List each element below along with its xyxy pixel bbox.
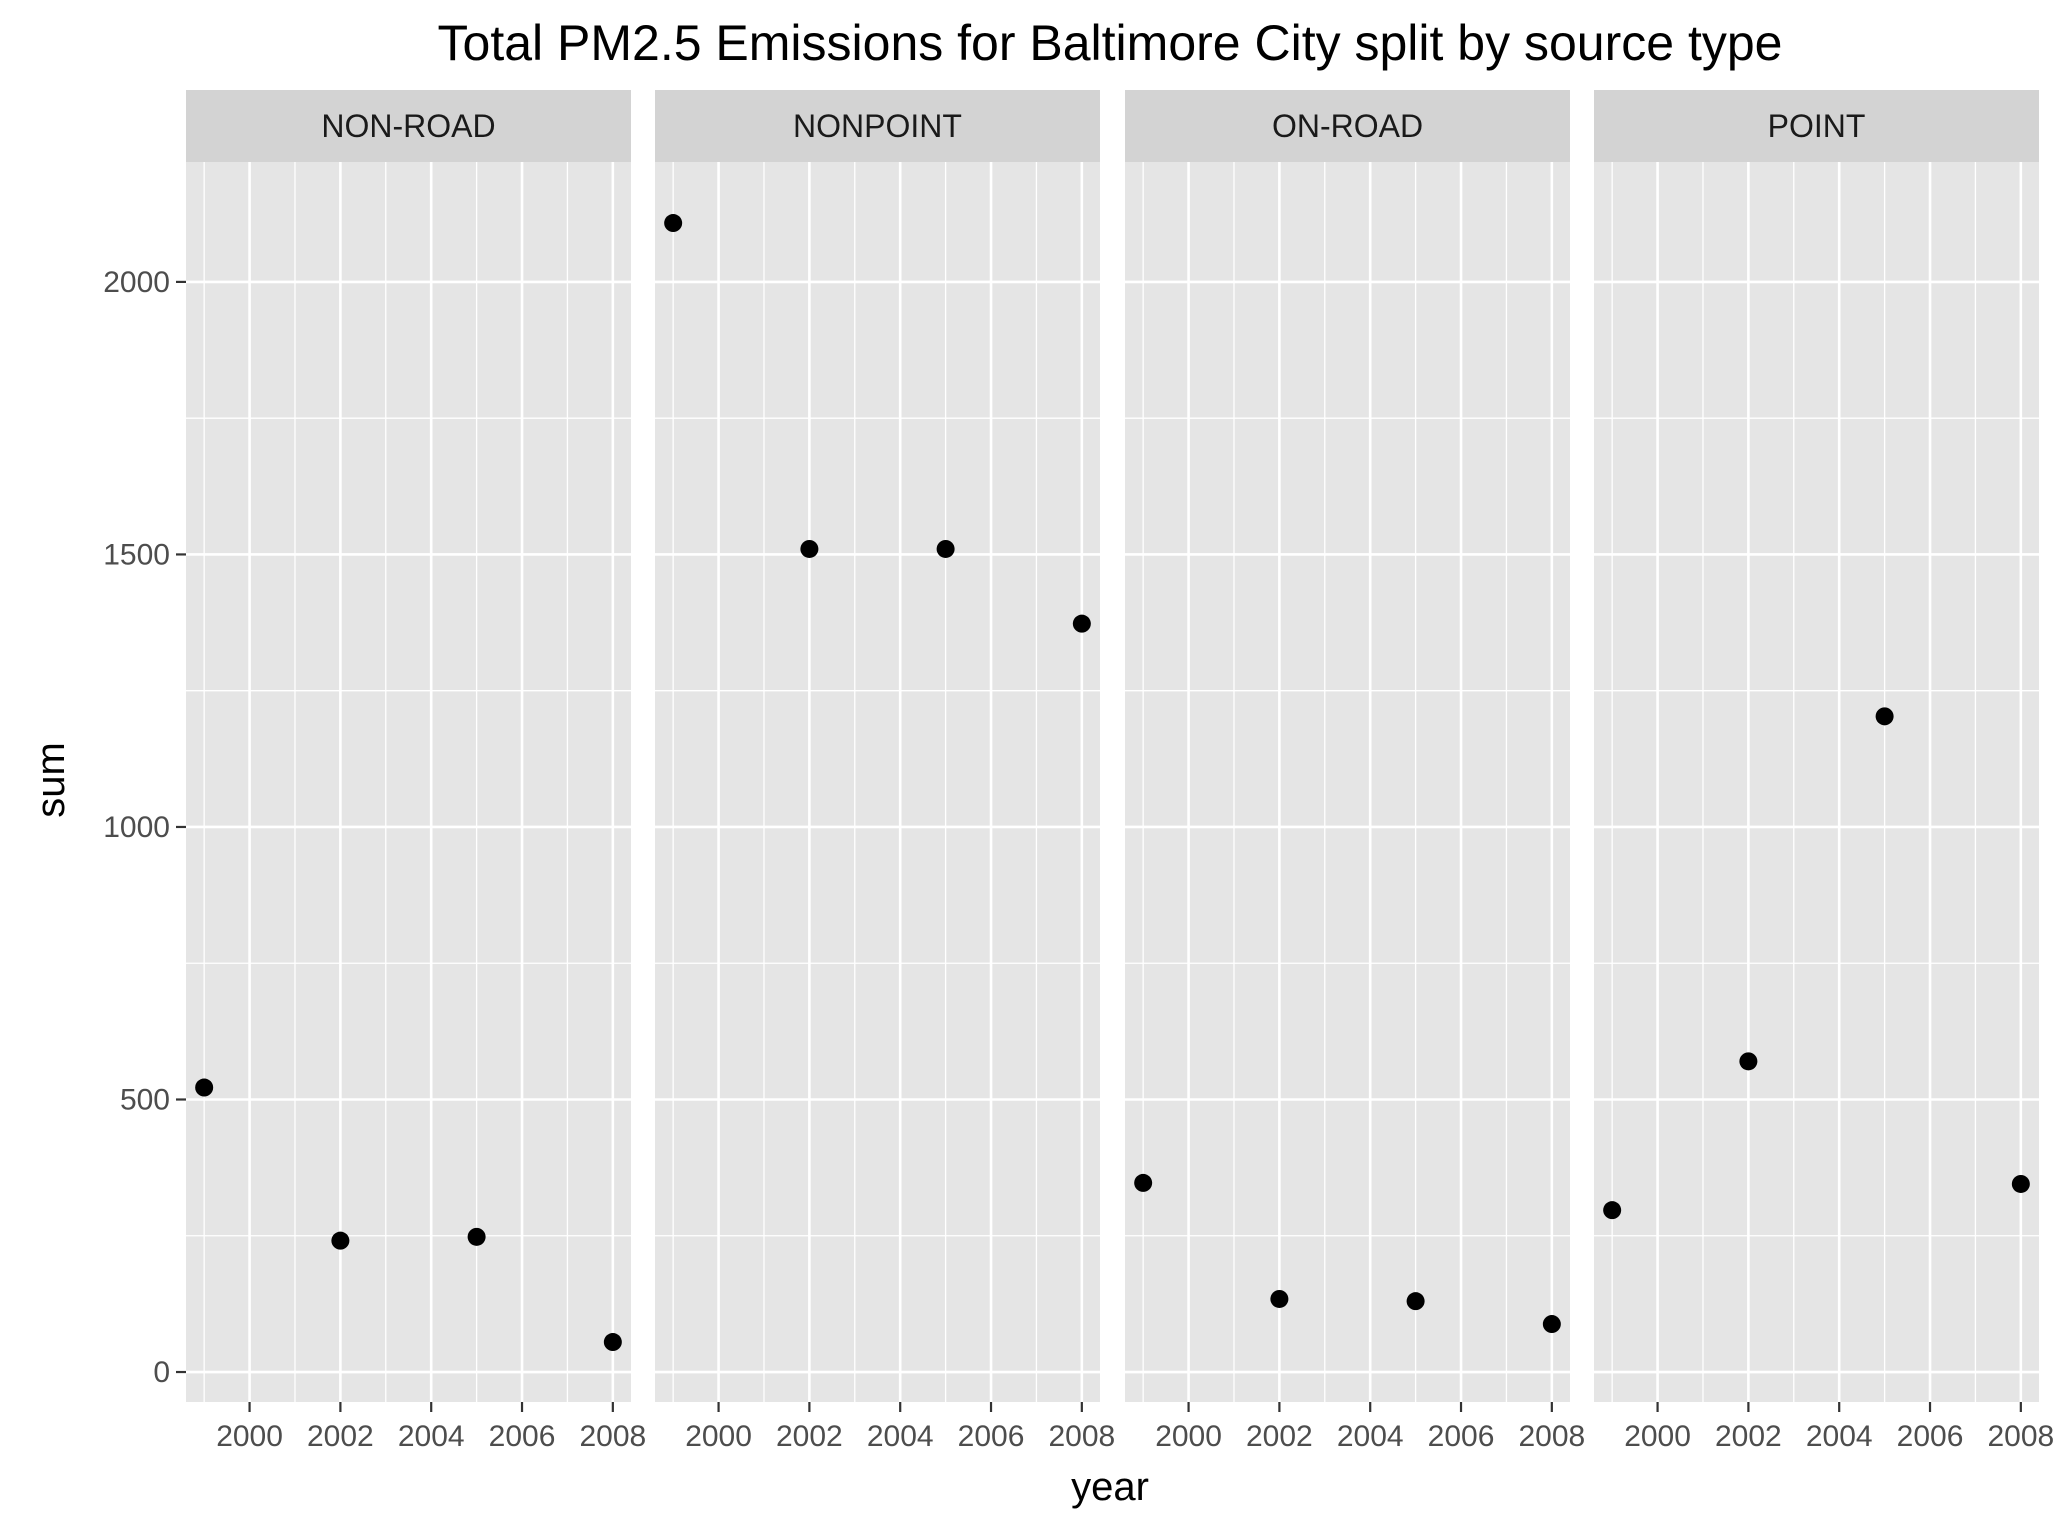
x-tick-label: 2002 [307,1420,374,1453]
y-tick-label: 0 [153,1356,170,1389]
x-tick-label: 2000 [685,1420,752,1453]
facet-strip [655,90,1100,162]
x-tick-label: 2008 [579,1420,646,1453]
facet-strip [1594,90,2039,162]
x-tick-label: 2004 [398,1420,465,1453]
y-tick-label: 2000 [103,266,170,299]
data-point [936,539,955,558]
x-tick-label: 2004 [1337,1420,1404,1453]
data-point [603,1333,622,1352]
data-point [1072,614,1091,633]
x-tick-label: 2002 [776,1420,843,1453]
data-point [2011,1174,2030,1193]
facet-strip-label: ON-ROAD [1272,108,1423,144]
x-tick-label: 2002 [1715,1420,1782,1453]
x-tick-label: 2008 [1048,1420,1115,1453]
data-point [1406,1292,1425,1311]
y-tick-label: 500 [120,1083,170,1116]
x-tick-label: 2006 [1428,1420,1495,1453]
panel-background [655,162,1100,1402]
x-tick-label: 2000 [1624,1420,1691,1453]
y-axis: 0 500 1000 1500 2000 [103,266,186,1389]
y-axis-title: sum [29,742,73,818]
facet-strip [1125,90,1570,162]
x-tick-label: 2006 [958,1420,1025,1453]
facet-panel-point: POINT 2000 2002 2004 2006 2008 [1594,90,2054,1453]
x-tick-label: 2004 [1806,1420,1873,1453]
x-axis-title: year [1071,1465,1149,1509]
facet-strip-label: NON-ROAD [321,108,495,144]
x-tick-label: 2004 [867,1420,934,1453]
data-point [467,1227,486,1246]
facet-strip [186,90,631,162]
x-tick-label: 2006 [489,1420,556,1453]
y-tick-label: 1500 [103,538,170,571]
chart-title: Total PM2.5 Emissions for Baltimore City… [438,15,1783,71]
y-tick-label: 1000 [103,811,170,844]
data-point [1542,1315,1561,1334]
data-point [331,1231,350,1250]
panel-background [186,162,631,1402]
facet-panel-on-road: ON-ROAD 2000 2002 2004 2006 2008 [1125,90,1585,1453]
x-tick-label: 2008 [1518,1420,1585,1453]
data-point [1270,1289,1289,1308]
facet-panels: NON-ROAD 2000 2002 2004 2006 2008 NONPOINT 2000… [186,90,2054,1453]
data-point [800,539,819,558]
data-point [195,1078,214,1097]
data-point [1603,1201,1622,1220]
data-point [1134,1173,1153,1192]
data-point [1739,1052,1758,1071]
data-point [1875,707,1894,726]
data-point [664,214,683,233]
facet-strip-label: NONPOINT [793,108,962,144]
panel-background [1125,162,1570,1402]
panel-background [1594,162,2039,1402]
x-tick-label: 2008 [1987,1420,2054,1453]
x-tick-label: 2000 [1155,1420,1222,1453]
facet-panel-non-road: NON-ROAD 2000 2002 2004 2006 2008 [186,90,646,1453]
x-tick-label: 2002 [1246,1420,1313,1453]
x-tick-label: 2000 [216,1420,283,1453]
x-tick-label: 2006 [1897,1420,1964,1453]
facet-strip-label: POINT [1768,108,1866,144]
facet-panel-nonpoint: NONPOINT 2000 2002 2004 2006 2008 [655,90,1115,1453]
